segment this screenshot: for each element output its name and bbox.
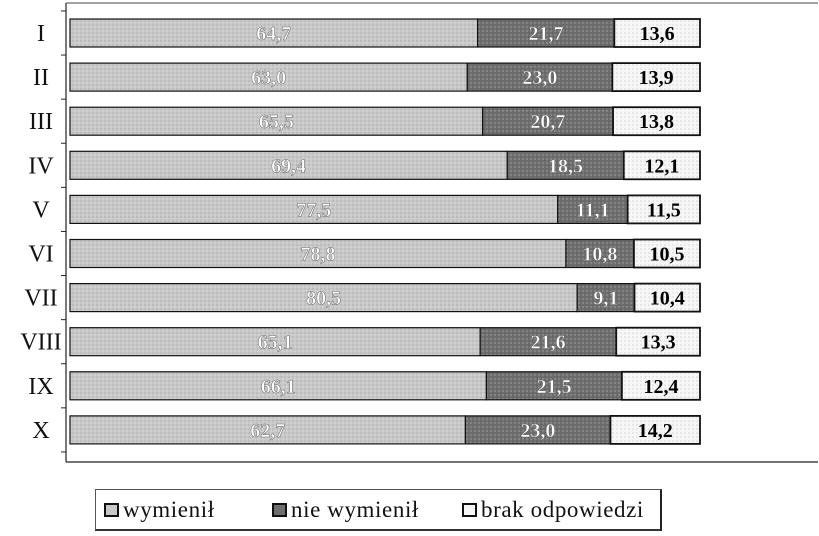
bar-brak-odpowiedzi-i — [613, 18, 701, 48]
legend-item-brak-odpowiedzi: brak odpowiedzi — [462, 490, 644, 529]
data-label-brak-odpowiedzi-vii: 10,4 — [650, 288, 685, 310]
category-label-ix: IX — [28, 374, 53, 400]
data-label-wymienil-vii: 80,5 — [306, 288, 341, 310]
data-label-nie-wymienil-x: 23,0 — [520, 420, 555, 442]
data-label-wymienil-v: 77,5 — [296, 199, 331, 221]
data-label-nie-wymienil-v: 11,1 — [576, 199, 610, 221]
bar-wymienil-iii — [69, 106, 484, 136]
legend-label-nie-wymienil: nie wymienił — [291, 496, 419, 522]
data-label-wymienil-x: 62,7 — [250, 420, 285, 442]
category-label-vii: VII — [24, 286, 57, 312]
chart-legend: wymienił nie wymienił brak odpowiedzi — [95, 489, 662, 531]
bar-brak-odpowiedzi-vi — [633, 238, 701, 269]
data-label-wymienil-vi: 78,8 — [300, 244, 335, 266]
bar-wymienil-v — [69, 194, 559, 224]
data-label-nie-wymienil-ix: 21,5 — [537, 376, 572, 398]
bar-brak-odpowiedzi-iii — [612, 106, 701, 137]
data-label-wymienil-i: 64,7 — [256, 23, 291, 45]
data-label-nie-wymienil-vii: 9,1 — [593, 288, 618, 310]
bar-nie-wymienil-iii — [482, 106, 614, 136]
data-label-brak-odpowiedzi-iv: 12,1 — [644, 155, 679, 177]
category-label-ii: II — [33, 65, 49, 91]
data-label-brak-odpowiedzi-x: 14,2 — [638, 420, 673, 442]
data-label-nie-wymienil-viii: 21,6 — [531, 332, 566, 354]
category-label-i: I — [37, 21, 45, 47]
data-label-nie-wymienil-i: 21,7 — [528, 23, 563, 45]
data-label-brak-odpowiedzi-v: 11,5 — [647, 199, 681, 221]
bar-brak-odpowiedzi-x — [609, 414, 701, 445]
data-label-wymienil-iv: 69,4 — [271, 155, 306, 177]
data-label-brak-odpowiedzi-ii: 13,9 — [639, 67, 674, 89]
bar-wymienil-x — [69, 415, 467, 445]
data-label-brak-odpowiedzi-iii: 13,8 — [639, 111, 674, 133]
category-label-v: V — [32, 197, 50, 223]
legend-item-wymienil: wymienił — [104, 490, 215, 529]
data-label-wymienil-ix: 66,1 — [261, 376, 296, 398]
category-label-iv: IV — [28, 153, 54, 179]
legend-item-nie-wymienil: nie wymienił — [272, 490, 419, 529]
bar-nie-wymienil-ix — [485, 371, 623, 401]
bar-brak-odpowiedzi-viii — [615, 326, 701, 357]
bar-wymienil-iv — [69, 150, 508, 180]
data-label-wymienil-ii: 63,0 — [251, 67, 286, 89]
bar-nie-wymienil-iv — [506, 150, 625, 180]
legend-swatch-nie-wymienil — [272, 502, 287, 517]
bar-brak-odpowiedzi-iv — [622, 150, 701, 181]
legend-swatch-wymienil — [104, 502, 119, 517]
category-label-viii: VIII — [20, 330, 61, 356]
data-label-wymienil-iii: 65,5 — [259, 111, 294, 133]
category-label-x: X — [32, 418, 49, 444]
bar-brak-odpowiedzi-vii — [633, 282, 701, 313]
legend-swatch-brak-odpowiedzi — [462, 502, 477, 517]
bar-brak-odpowiedzi-ix — [620, 370, 701, 401]
legend-label-wymienil: wymienił — [123, 496, 215, 522]
data-label-brak-odpowiedzi-vi: 10,5 — [649, 244, 684, 266]
stacked-bar-chart: I 64,7 21,7 13,6 II 63,0 23,0 13,9 III 65,5 20,7 13… — [20, 2, 818, 463]
category-label-iii: III — [29, 109, 53, 135]
legend-label-brak-odpowiedzi: brak odpowiedzi — [481, 496, 644, 522]
data-label-nie-wymienil-vi: 10,8 — [582, 244, 617, 266]
bar-nie-wymienil-viii — [479, 327, 617, 357]
data-label-brak-odpowiedzi-i: 13,6 — [640, 23, 675, 45]
bar-nie-wymienil-vii — [576, 283, 636, 313]
data-label-brak-odpowiedzi-ix: 12,4 — [643, 376, 678, 398]
data-label-nie-wymienil-ii: 23,0 — [522, 67, 557, 89]
bar-brak-odpowiedzi-ii — [611, 62, 701, 92]
bar-brak-odpowiedzi-v — [626, 194, 701, 225]
data-label-wymienil-viii: 65,1 — [258, 332, 293, 354]
bar-wymienil-vi — [69, 238, 567, 269]
data-label-nie-wymienil-iii: 20,7 — [530, 111, 565, 133]
bar-nie-wymienil-v — [557, 194, 629, 224]
bar-nie-wymienil-x — [464, 415, 612, 445]
data-label-nie-wymienil-iv: 18,5 — [548, 155, 583, 177]
bar-nie-wymienil-vi — [565, 238, 635, 269]
data-label-brak-odpowiedzi-viii: 13,3 — [641, 332, 676, 354]
category-label-vi: VI — [28, 242, 53, 268]
bar-wymienil-ix — [69, 371, 488, 401]
